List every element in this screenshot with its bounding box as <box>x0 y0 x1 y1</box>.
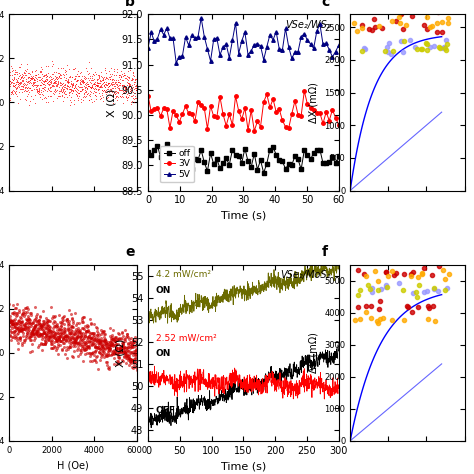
Text: VSe₂/WS₂: VSe₂/WS₂ <box>285 19 331 29</box>
Y-axis label: X (Ω): X (Ω) <box>106 88 116 117</box>
Text: VSe₂/MoS₂: VSe₂/MoS₂ <box>281 270 331 280</box>
3V <box>195 99 201 105</box>
3V <box>301 88 307 94</box>
5V <box>161 32 166 37</box>
Text: b: b <box>125 0 135 9</box>
X-axis label: Time (s): Time (s) <box>221 461 266 471</box>
3V <box>317 110 323 116</box>
Line: 5V: 5V <box>146 16 340 64</box>
Y-axis label: X (Ω): X (Ω) <box>115 338 125 367</box>
X-axis label: Time (s): Time (s) <box>221 211 266 221</box>
3V <box>336 122 341 128</box>
Text: 2.52 mW/cm²: 2.52 mW/cm² <box>155 333 217 342</box>
off <box>198 147 204 153</box>
5V <box>336 43 341 48</box>
off <box>261 170 266 176</box>
5V <box>317 21 323 27</box>
Y-axis label: ΔX (mΩ): ΔX (mΩ) <box>309 332 319 373</box>
Text: ON: ON <box>155 286 171 295</box>
Y-axis label: ΔX (mΩ): ΔX (mΩ) <box>309 82 319 123</box>
off <box>242 146 248 151</box>
Text: 4.2 mW/cm²: 4.2 mW/cm² <box>155 270 210 279</box>
5V <box>145 45 151 50</box>
Text: e: e <box>125 245 135 259</box>
5V <box>201 34 207 39</box>
Line: off: off <box>146 142 340 174</box>
Text: c: c <box>321 0 330 9</box>
off <box>164 141 170 146</box>
5V <box>198 15 204 21</box>
5V <box>173 60 179 65</box>
3V <box>161 105 166 111</box>
off <box>317 147 323 153</box>
3V <box>264 91 270 97</box>
5V <box>245 52 251 57</box>
Text: ON: ON <box>155 349 171 358</box>
3V <box>182 103 188 109</box>
off <box>186 167 191 173</box>
Text: OFF: OFF <box>155 406 176 415</box>
Legend: off, 3V, 5V: off, 3V, 5V <box>160 146 194 182</box>
3V <box>239 116 245 122</box>
Line: 3V: 3V <box>146 90 340 133</box>
3V <box>251 128 257 134</box>
off <box>145 149 151 155</box>
off <box>161 153 166 158</box>
5V <box>186 42 191 48</box>
3V <box>145 93 151 99</box>
off <box>336 154 341 159</box>
off <box>267 147 273 153</box>
5V <box>267 32 273 37</box>
Text: f: f <box>321 245 328 259</box>
X-axis label: H (Oe): H (Oe) <box>57 460 89 470</box>
